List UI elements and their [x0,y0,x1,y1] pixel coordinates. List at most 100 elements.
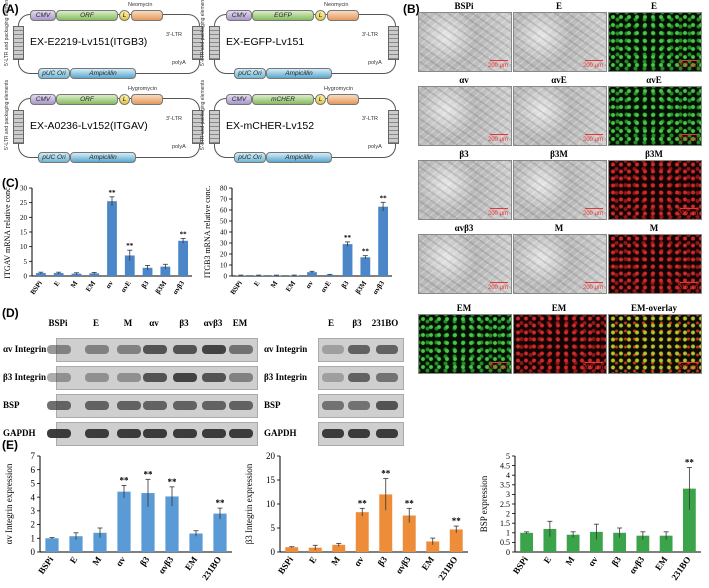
scale-bar-label: 200 μm [487,365,508,371]
resistance-segment [327,94,359,105]
scale-bar [585,134,603,135]
y-tick-label: 2.5 [500,500,510,509]
polya-label: polyA [368,60,382,66]
ampicillin-segment: Ampicillin [70,152,136,163]
band [143,401,167,410]
category-label: αvβ3 [627,554,646,576]
band [202,401,226,410]
scale-bar [490,362,508,363]
bar [355,512,369,552]
resistance-segment [327,10,359,21]
resistance-label: Hygromycin [128,86,158,92]
y-tick-label: 70 [220,195,228,203]
significance-label: ** [344,234,352,242]
significance-label: ** [168,477,178,487]
category-label: EM [420,554,437,572]
scale-bar-label: 200 μm [677,285,698,291]
blot-strip [318,366,404,390]
ori-segment: pUC Ori [234,152,266,163]
micrograph-label: E [555,1,562,11]
category-label: E [252,279,261,288]
category-label: β3 [340,279,351,290]
ampicillin-segment: Ampicillin [266,152,332,163]
micrograph-image: 200 μm [418,86,512,146]
band [117,401,141,410]
scale-bar [490,208,508,209]
bar [178,240,188,276]
scale-bar-label: 200 μm [582,365,603,371]
blot-strip [47,394,258,418]
ltr5-label: 5'-LTR and packaging elements [200,79,206,150]
cmv-promoter: CMV [30,10,56,21]
y-tick-label: 15 [20,228,28,236]
category-label: EM [653,554,670,572]
category-label: β3M [154,279,169,295]
ltr5-block [209,26,220,60]
y-tick-label: 5 [24,258,28,266]
significance-label: ** [144,469,154,479]
category-label: M [90,554,103,567]
scale-bar [585,60,603,61]
micrograph-label: β3M [550,149,568,159]
ltr5-label: 5'-LTR and packaging elements [4,0,10,66]
polya-label: polyA [172,144,186,150]
band [376,401,398,410]
category-label: EM [84,279,97,293]
significance-label: ** [380,194,388,202]
category-label: M [69,279,80,289]
blot-strip [47,366,258,390]
ampicillin-segment: Ampicillin [266,68,332,79]
bar [360,257,371,276]
ori-segment: pUC Ori [234,68,266,79]
lane-label: αvβ3 [203,318,223,328]
micrograph-label: EM [551,303,567,313]
scale-bar [680,134,698,135]
blot-row-label: BSP [3,400,20,410]
significance-label: ** [452,516,462,526]
bar [213,513,227,552]
y-tick-label: 30 [20,184,28,192]
micrograph-image: 200 μm [418,314,512,374]
ltr3-label: 3'-LTR [166,32,182,38]
scale-bar-label: 200 μm [487,285,508,291]
category-label: BSPi [229,279,244,296]
category-label: E [307,555,319,566]
blot-strip [47,338,258,362]
bar [142,267,153,276]
orf-segment: ORF [56,94,118,105]
band [229,401,253,410]
blot-strip [47,422,258,446]
bar [117,491,131,552]
blot-row-label: GAPDH [3,428,36,438]
scale-bar-label: 200 μm [582,137,603,143]
micrograph-image: 200 μm [418,12,512,72]
y-tick-label: 10 [266,499,276,509]
y-tick-label: 5 [31,479,36,489]
category-label: β3 [609,554,623,568]
category-label: 231BO [436,555,459,582]
band [47,429,71,438]
band [85,429,109,438]
band [47,401,71,410]
bar [285,547,299,552]
bar [307,272,317,276]
linker-segment: L [315,94,326,105]
orf-segment: EGFP [252,10,314,21]
panel-label-b: (B) [403,2,420,16]
y-tick-label: 5 [506,452,510,461]
scale-bar [490,60,508,61]
plasmid-name: EX-A0236-Lv152(ITGAV) [30,120,148,132]
resistance-label: Neomycin [128,2,153,8]
micrograph-image: 200 μm [608,314,702,374]
scale-bar [680,282,698,283]
micrograph-image: 200 μm [513,160,607,220]
micrograph-image: 200 μm [513,234,607,294]
linker-segment: L [119,94,130,105]
scale-bar [490,282,508,283]
micrograph-label: αv [459,75,469,85]
significance-label: ** [216,498,226,508]
plasmid-map: CMV ORF L Neomycin 3'-LTR polyA 5'-LTR and pac… [4,0,206,79]
lane-label: αv [149,318,159,328]
y-tick-label: 1 [31,533,36,543]
